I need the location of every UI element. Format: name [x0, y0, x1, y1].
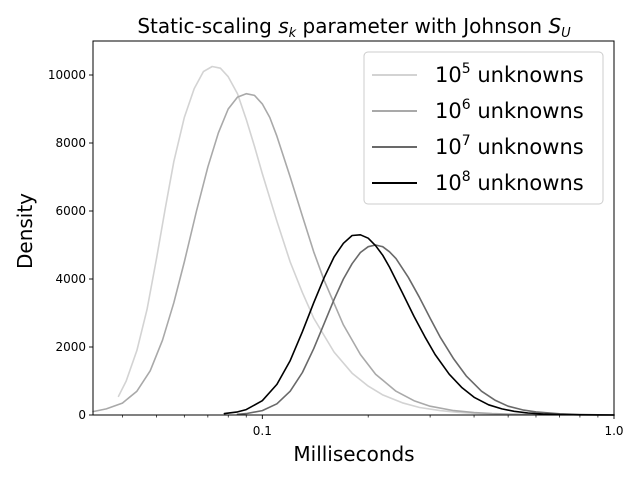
y-tick-label: 6000 [55, 204, 86, 218]
chart-title: Static-scaling sk parameter with Johnson… [137, 14, 571, 41]
series-line-3 [236, 244, 615, 416]
legend: 105 unknowns 106 unknowns 107 unknowns 108 … [363, 51, 604, 205]
x-axis-label: Milliseconds [293, 442, 414, 466]
y-tick-label: 10000 [48, 68, 86, 82]
y-tick-label: 2000 [55, 340, 86, 354]
y-axis-label: Density [13, 193, 37, 269]
legend-box [363, 51, 604, 205]
legend-label-2: 106 unknowns [435, 97, 584, 123]
plot-frame [92, 40, 615, 416]
y-tick-label: 8000 [55, 136, 86, 150]
legend-label-3: 107 unknowns [435, 133, 584, 159]
x-axis: 0.1 1.0 [122, 415, 624, 438]
x-tick-label: 0.1 [253, 424, 272, 438]
legend-label-1: 105 unknowns [435, 61, 584, 87]
x-tick-label: 1.0 [604, 424, 623, 438]
y-tick-label: 0 [78, 408, 86, 422]
y-axis: 0 2000 4000 6000 8000 10000 [48, 68, 93, 422]
y-tick-label: 4000 [55, 272, 86, 286]
legend-label-4: 108 unknowns [435, 169, 584, 195]
plot-area: 0.1 1.0 0 2000 4000 6000 8000 10000 [48, 40, 624, 438]
series-line-4 [223, 234, 615, 416]
series-layer [92, 65, 615, 416]
legend-entries: 105 unknowns 106 unknowns 107 unknowns 108 … [372, 61, 584, 195]
series-line-2 [92, 92, 615, 416]
